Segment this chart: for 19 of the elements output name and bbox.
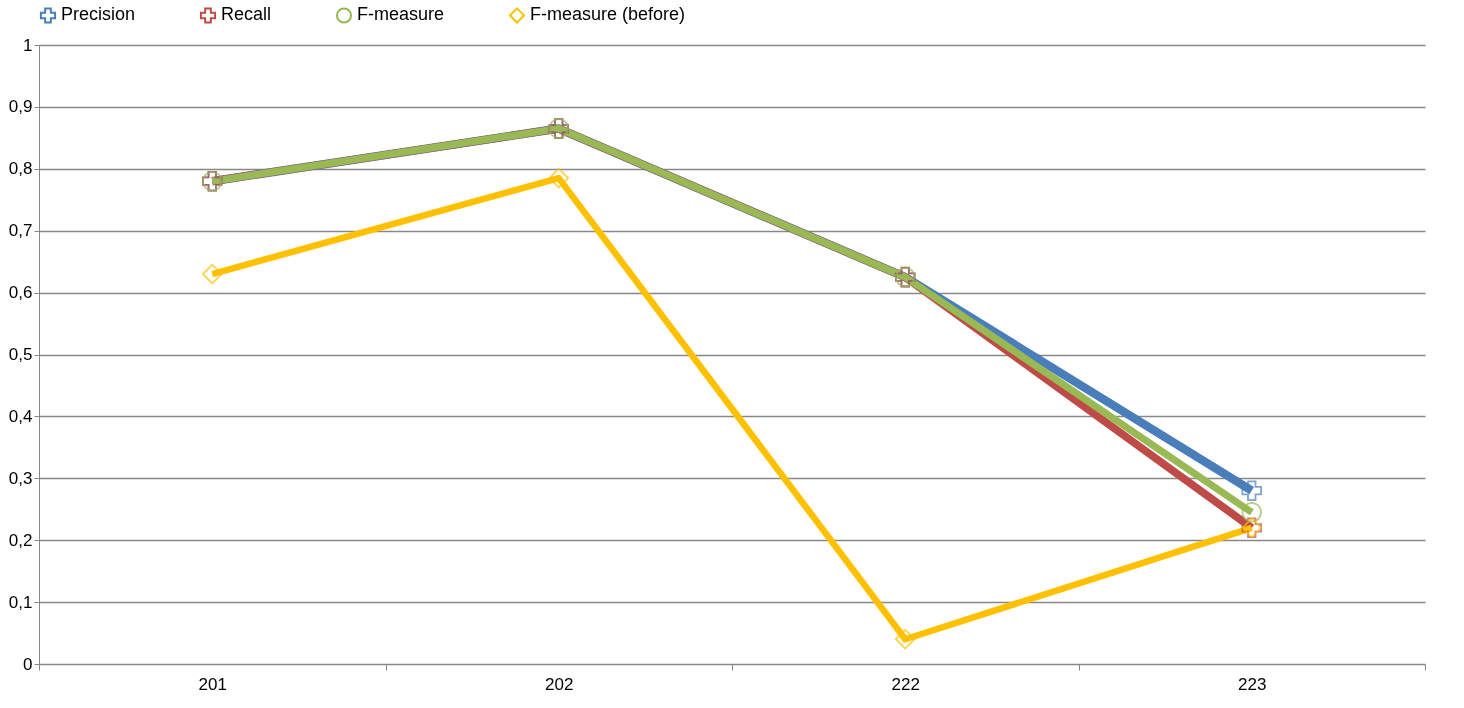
y-tick-label: 0,2: [8, 530, 33, 550]
x-tick-label: 222: [891, 674, 920, 694]
y-tick-label: 0,5: [8, 345, 33, 364]
legend-label: F-measure: [357, 4, 445, 25]
y-tick-label: 1: [23, 35, 33, 55]
y-tick-label: 0,7: [8, 221, 33, 241]
x-tick-label: 201: [198, 674, 227, 694]
y-tick-label: 0,9: [8, 97, 33, 117]
x-tick-label: 223: [1238, 674, 1267, 694]
y-tick-label: 0: [23, 654, 33, 674]
y-tick-label: 0,1: [8, 592, 33, 612]
y-tick-label: 0,6: [8, 283, 33, 303]
y-tick-label: 0,3: [8, 468, 33, 488]
legend-label: Recall: [221, 4, 272, 25]
y-tick-label: 0,8: [8, 159, 33, 179]
legend-label: Precision: [61, 4, 136, 25]
y-tick-label: 0,4: [8, 406, 33, 426]
legend-label: F-measure (before): [530, 4, 686, 25]
x-tick-label: 202: [545, 674, 574, 694]
